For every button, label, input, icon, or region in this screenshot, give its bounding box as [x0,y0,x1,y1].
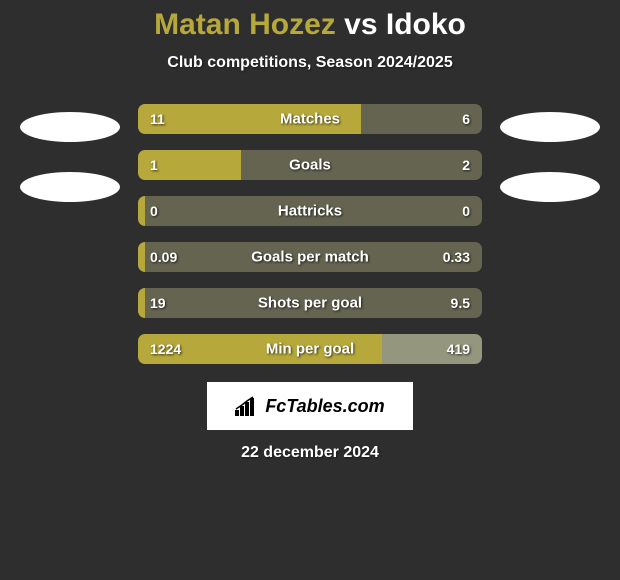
stat-label: Min per goal [266,341,354,358]
subtitle: Club competitions, Season 2024/2025 [0,54,620,72]
stat-value-left: 0 [150,203,158,219]
stat-fill-left [138,196,145,226]
stats-column: 11 Matches 6 1 Goals 2 0 Hattricks 0 0.09 Goals pe… [138,104,482,364]
stat-bar: 1224 Min per goal 419 [138,334,482,364]
stat-value-left: 11 [150,111,165,127]
stat-label: Matches [280,111,340,128]
stat-value-right: 6 [462,111,470,127]
avatar-column-right [500,104,600,202]
stat-fill-left [138,242,145,272]
avatar-ellipse [20,172,120,202]
content-row: 11 Matches 6 1 Goals 2 0 Hattricks 0 0.09 Goals pe… [0,104,620,364]
stat-label: Goals [289,157,331,174]
stat-value-left: 1224 [150,341,181,357]
comparison-infographic: Matan Hozez vs Idoko Club competitions, … [0,0,620,462]
avatar-ellipse [20,112,120,142]
stat-value-left: 0.09 [150,249,177,265]
stat-value-right: 419 [447,341,470,357]
footer: FcTables.com 22 december 2024 [0,382,620,462]
player2-name: Idoko [386,8,466,41]
avatar-ellipse [500,112,600,142]
avatar-column-left [20,104,120,202]
stat-bar: 0 Hattricks 0 [138,196,482,226]
player1-name: Matan Hozez [154,8,336,41]
main-title: Matan Hozez vs Idoko [0,8,620,42]
vs-text: vs [344,8,377,41]
stat-bar: 19 Shots per goal 9.5 [138,288,482,318]
avatar-ellipse [500,172,600,202]
stat-bar: 1 Goals 2 [138,150,482,180]
stat-value-right: 2 [462,157,470,173]
stat-bar: 0.09 Goals per match 0.33 [138,242,482,272]
stat-fill-left [138,288,145,318]
stat-value-right: 0 [462,203,470,219]
stat-label: Shots per goal [258,295,362,312]
stat-value-right: 9.5 [451,295,470,311]
stat-value-left: 1 [150,157,158,173]
stat-label: Hattricks [278,203,342,220]
date-text: 22 december 2024 [241,444,379,462]
branding-text: FcTables.com [265,396,384,417]
stat-label: Goals per match [251,249,369,266]
stat-value-left: 19 [150,295,166,311]
stat-bar: 11 Matches 6 [138,104,482,134]
stat-value-right: 0.33 [443,249,470,265]
chart-icon [235,396,259,416]
branding-badge: FcTables.com [207,382,413,430]
